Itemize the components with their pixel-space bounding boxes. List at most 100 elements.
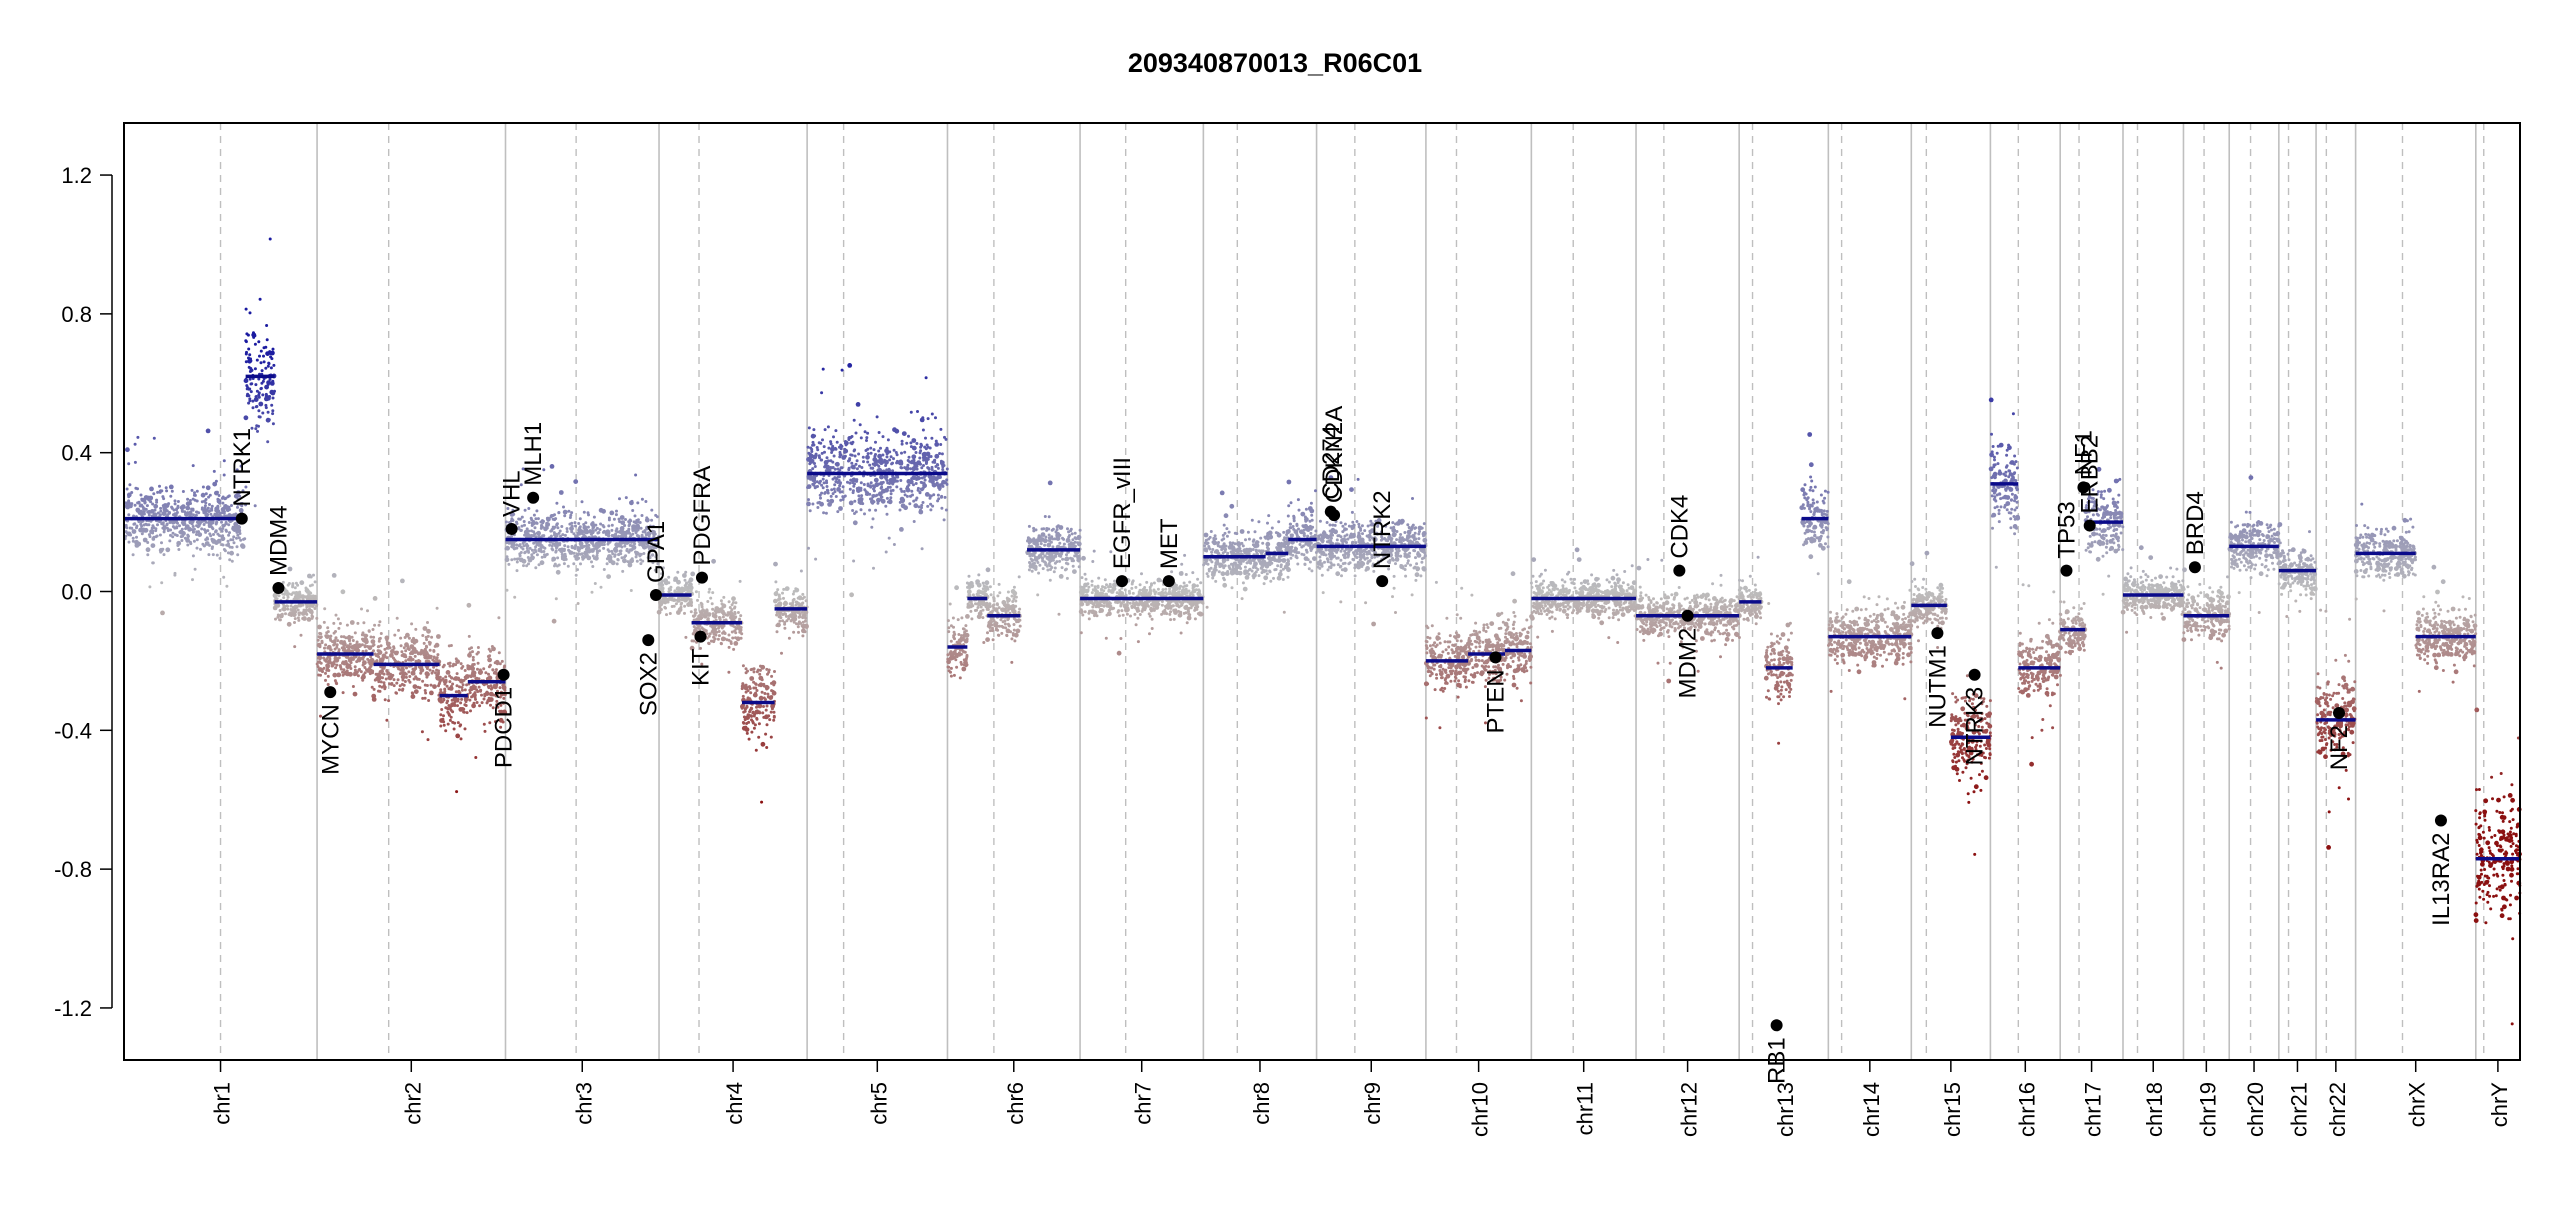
probe-point — [286, 605, 289, 608]
probe-point — [836, 510, 839, 513]
probe-point — [915, 497, 918, 500]
probe-point — [132, 529, 137, 534]
probe-point — [439, 713, 442, 716]
probe-point — [513, 558, 516, 561]
probe-point — [350, 620, 355, 625]
probe-point — [455, 659, 460, 664]
probe-point — [1028, 525, 1031, 528]
probe-point — [232, 526, 235, 529]
probe-point — [566, 530, 569, 533]
probe-point — [865, 436, 868, 439]
probe-point — [946, 468, 949, 471]
probe-point — [352, 639, 355, 642]
probe-point — [937, 494, 940, 497]
probe-point — [439, 725, 442, 728]
probe-point — [841, 369, 844, 372]
probe-point — [425, 638, 428, 641]
probe-point — [981, 616, 984, 619]
probe-point — [388, 682, 391, 685]
probe-point — [696, 599, 699, 602]
probe-point — [833, 455, 836, 458]
probe-point — [373, 643, 376, 646]
probe-point — [411, 691, 414, 694]
probe-point — [1018, 619, 1021, 622]
probe-point — [426, 629, 431, 634]
probe-point — [758, 684, 761, 687]
probe-point — [400, 650, 403, 653]
probe-point — [227, 543, 230, 546]
probe-point — [1078, 565, 1081, 568]
probe-point — [1031, 559, 1034, 562]
probe-point — [889, 496, 892, 499]
probe-point — [330, 648, 333, 651]
probe-point — [870, 481, 873, 484]
probe-point — [824, 464, 827, 467]
probe-point — [699, 617, 702, 620]
probe-point — [820, 459, 823, 462]
probe-point — [404, 642, 409, 647]
probe-point — [610, 529, 613, 532]
probe-point — [958, 651, 961, 654]
probe-point — [684, 571, 687, 574]
probe-point — [885, 551, 888, 554]
probe-point — [853, 512, 856, 515]
probe-point — [947, 666, 950, 669]
probe-point — [742, 664, 745, 667]
probe-point — [196, 547, 199, 550]
probe-point — [603, 543, 606, 546]
probe-point — [450, 716, 453, 719]
probe-point — [434, 645, 437, 648]
probe-point — [827, 499, 830, 502]
probe-point — [836, 441, 839, 444]
probe-point — [773, 670, 776, 673]
probe-point — [952, 626, 955, 629]
probe-point — [1015, 596, 1018, 599]
probe-point — [305, 587, 308, 590]
probe-point — [912, 446, 917, 451]
probe-point — [535, 509, 538, 512]
probe-point — [709, 597, 712, 600]
probe-point — [761, 711, 764, 714]
probe-point — [791, 601, 794, 604]
probe-point — [1001, 625, 1004, 628]
probe-point — [697, 626, 700, 629]
probe-point — [470, 686, 473, 689]
probe-point — [850, 462, 853, 465]
probe-point — [247, 394, 250, 397]
probe-point — [290, 605, 293, 608]
probe-point — [1046, 552, 1049, 555]
probe-point — [468, 699, 471, 702]
probe-point — [386, 637, 389, 640]
probe-point — [279, 618, 282, 621]
probe-point — [257, 425, 260, 428]
probe-point — [159, 510, 162, 513]
probe-point — [1049, 579, 1052, 582]
probe-point — [364, 637, 367, 640]
probe-point — [969, 610, 972, 613]
probe-point — [807, 498, 810, 501]
probe-point — [921, 477, 924, 480]
probe-point — [282, 596, 285, 599]
probe-point — [911, 454, 916, 459]
probe-point — [890, 455, 893, 458]
probe-point — [574, 525, 577, 528]
probe-point — [759, 696, 764, 701]
probe-point — [325, 657, 328, 660]
probe-point — [609, 511, 614, 516]
probe-point — [449, 665, 452, 668]
probe-point — [776, 588, 779, 591]
probe-point — [545, 522, 550, 527]
probe-point — [626, 560, 629, 563]
probe-point — [288, 593, 291, 596]
probe-point — [430, 684, 433, 687]
probe-point — [818, 501, 821, 504]
probe-point — [728, 600, 731, 603]
probe-point — [991, 609, 994, 612]
probe-point — [151, 532, 154, 535]
probe-point — [546, 527, 549, 530]
probe-point — [998, 583, 1001, 586]
probe-point — [876, 415, 879, 418]
probe-point — [1117, 611, 1120, 614]
probe-point — [935, 440, 938, 443]
probe-point — [451, 721, 454, 724]
